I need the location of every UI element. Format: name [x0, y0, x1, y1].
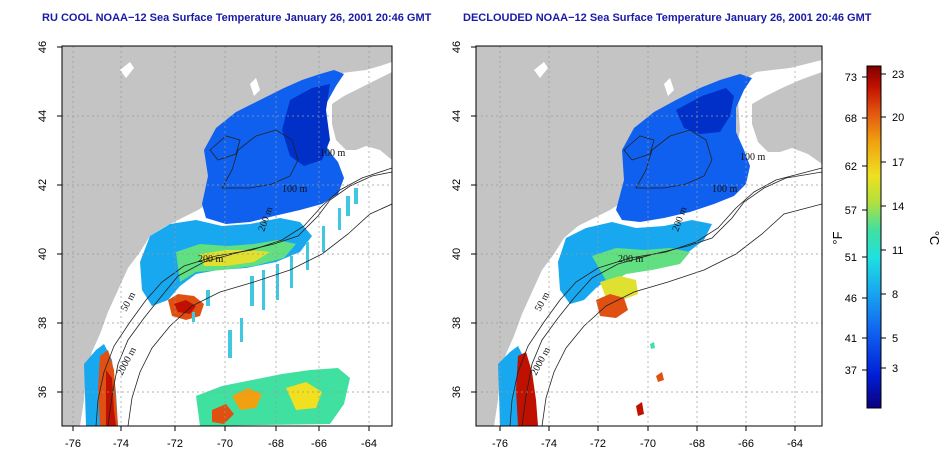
y-tick-label: 38 — [37, 317, 49, 329]
sst-speck — [650, 342, 655, 349]
fahrenheit-unit-label: °F — [830, 231, 845, 244]
sst-offshore-warm — [212, 404, 234, 424]
fahrenheit-tick-label: 57 — [845, 205, 857, 217]
y-tick-label: 42 — [37, 179, 49, 191]
fahrenheit-ticks — [862, 76, 867, 371]
y-tick-label: 42 — [451, 179, 463, 191]
x-axis — [72, 426, 370, 431]
x-tick-label: -70 — [217, 438, 233, 450]
y-tick-label: 40 — [451, 248, 463, 260]
colorbar-scale — [866, 65, 882, 409]
graticule — [62, 46, 392, 426]
lake — [664, 78, 674, 96]
lake — [120, 62, 134, 78]
contour-label: 200 m — [618, 254, 644, 265]
panel-declouded: DECLOUDED NOAA−12 Sea Surface Temperatur… — [451, 12, 872, 450]
sst-shelf-yellow — [600, 276, 638, 300]
celsius-tick-label: 8 — [892, 289, 898, 301]
celsius-tick-label: 5 — [892, 333, 898, 345]
y-tick-label: 38 — [451, 317, 463, 329]
contour-label: 100 m — [282, 184, 308, 195]
x-tick-label: -66 — [738, 438, 754, 450]
celsius-unit-label: °C — [927, 231, 942, 246]
celsius-tick-label: 23 — [892, 69, 904, 81]
lake — [534, 62, 548, 78]
celsius-ticks — [881, 73, 886, 369]
x-tick-label: -76 — [65, 438, 81, 450]
celsius-tick-label: 3 — [892, 363, 898, 375]
x-tick-label: -74 — [541, 438, 557, 450]
map-frame — [475, 45, 823, 427]
x-tick-label: -64 — [787, 438, 803, 450]
sst-shelf-warm — [592, 248, 690, 284]
fahrenheit-tick-label: 51 — [845, 252, 857, 264]
cloud-streaks — [192, 188, 358, 358]
sst-deep-cold — [676, 88, 734, 134]
contour-label: 100 m — [320, 148, 346, 159]
celsius-tick-label: 20 — [892, 112, 904, 124]
y-tick-label: 46 — [451, 41, 463, 53]
panel-title: DECLOUDED NOAA−12 Sea Surface Temperatur… — [463, 12, 872, 24]
celsius-tick-label: 17 — [892, 157, 904, 169]
celsius-tick-label: 14 — [892, 201, 904, 213]
x-tick-label: -72 — [167, 438, 183, 450]
map-frame — [61, 45, 393, 427]
y-axis — [57, 46, 62, 393]
fahrenheit-tick-label: 73 — [845, 72, 857, 84]
contour-label: 200 m — [198, 254, 224, 265]
fahrenheit-tick-label: 37 — [845, 365, 857, 377]
x-tick-label: -68 — [268, 438, 284, 450]
sst-offshore-patch — [196, 368, 350, 426]
x-tick-label: -72 — [590, 438, 606, 450]
celsius-tick-label: 11 — [892, 245, 903, 257]
y-tick-label: 36 — [37, 386, 49, 398]
x-tick-label: -70 — [640, 438, 656, 450]
x-tick-label: -74 — [113, 438, 129, 450]
x-tick-label: -64 — [361, 438, 377, 450]
sst-offshore-warm — [286, 382, 322, 410]
y-axis — [471, 46, 476, 393]
fahrenheit-tick-label: 68 — [845, 113, 857, 125]
sst-offshore-warm — [232, 388, 262, 410]
sst-warm-core — [174, 300, 196, 314]
fahrenheit-tick-label: 46 — [845, 293, 857, 305]
y-tick-label: 40 — [37, 248, 49, 260]
fahrenheit-tick-label: 62 — [845, 161, 857, 173]
graticule — [476, 46, 822, 426]
panel-rucool: RU COOL NOAA−12 Sea Surface Temperature … — [37, 12, 432, 450]
x-tick-label: -68 — [689, 438, 705, 450]
lake — [250, 78, 260, 96]
land-nova-scotia — [752, 72, 822, 164]
y-tick-label: 36 — [451, 386, 463, 398]
bathymetry-contours — [95, 129, 392, 426]
x-axis — [499, 426, 796, 431]
x-tick-label: -76 — [492, 438, 508, 450]
fahrenheit-tick-label: 41 — [845, 333, 857, 345]
y-tick-label: 44 — [37, 110, 49, 122]
sst-speck — [656, 372, 664, 382]
y-tick-label: 44 — [451, 110, 463, 122]
sst-warm-eddy — [596, 294, 628, 318]
sst-speck — [636, 402, 644, 416]
colorbar: 73 68 62 57 51 46 41 37 23 20 17 14 11 8… — [830, 65, 942, 409]
y-tick-label: 46 — [37, 41, 49, 53]
contour-label: 100 m — [740, 152, 766, 163]
x-tick-label: -66 — [311, 438, 327, 450]
sst-gulf-stream-core — [106, 370, 116, 426]
panel-title: RU COOL NOAA−12 Sea Surface Temperature … — [42, 12, 432, 24]
contour-label: 100 m — [712, 184, 738, 195]
bathymetry-contours — [509, 129, 822, 426]
